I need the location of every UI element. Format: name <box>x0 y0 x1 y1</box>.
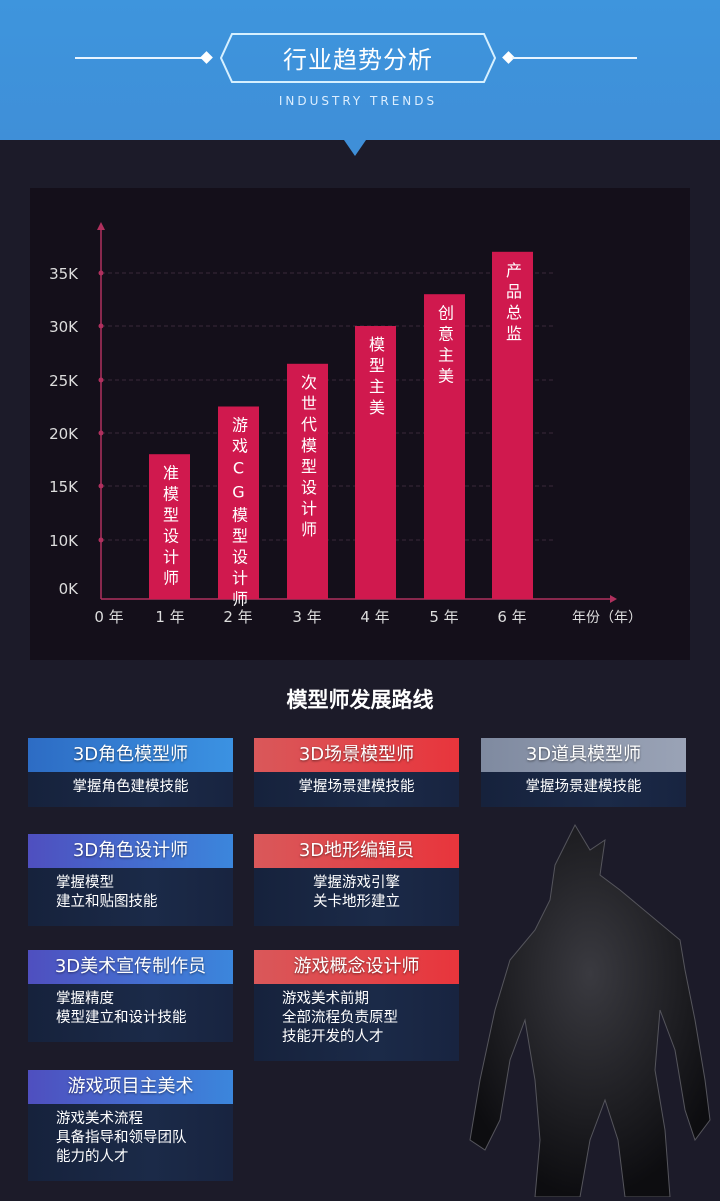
x-tick-label: 5 年 <box>429 608 458 626</box>
decor-line-right <box>512 57 637 59</box>
description-line: 建立和贴图技能 <box>56 894 158 910</box>
description-line: 游戏美术流程 <box>56 1111 143 1127</box>
career-card-title: 游戏概念设计师 <box>254 950 459 984</box>
career-card-description: 游戏美术流程具备指导和领导团队 能力的人才 <box>28 1104 233 1181</box>
career-card-description: 掌握角色建模技能 <box>28 772 233 807</box>
career-card: 3D场景模型师掌握场景建模技能 <box>254 738 459 807</box>
bar-label: 准模型设计师 <box>160 464 179 590</box>
decor-line-left <box>75 57 205 59</box>
description-line: 模型建立和设计技能 <box>56 1010 187 1026</box>
career-card-title: 3D美术宣传制作员 <box>28 950 233 984</box>
tick-dot <box>98 483 104 489</box>
tick-dot <box>98 270 104 276</box>
x-axis-label: 年份（年） <box>572 610 642 626</box>
career-card: 3D角色设计师掌握模型建立和贴图技能 <box>28 834 233 926</box>
tick-dot <box>98 323 104 329</box>
section-title: 模型师发展路线 <box>286 688 434 712</box>
bar-label: 创意主美 <box>435 304 454 388</box>
header-banner: 行业趋势分析 INDUSTRY TRENDS <box>0 0 720 140</box>
y-tick-label: 0K <box>59 580 80 598</box>
pointer-notch <box>344 140 366 156</box>
tick-dot <box>98 430 104 436</box>
bar-label: 产品总监 <box>503 262 522 346</box>
bar <box>149 454 190 599</box>
career-card-description: 掌握场景建模技能 <box>254 772 459 807</box>
y-tick-label: 30K <box>49 318 79 336</box>
title-frame <box>220 33 496 83</box>
description-line: 全部流程负责原型 <box>282 1010 398 1026</box>
y-axis-arrow-icon <box>97 222 105 230</box>
tick-dot <box>98 377 104 383</box>
bar <box>287 363 328 599</box>
bar-label: 次世代模型设计师 <box>298 374 317 542</box>
description-line: 技能开发的人才 <box>282 1029 384 1045</box>
career-card-description: 游戏美术前期全部流程负责原型 技能开发的人才 <box>254 984 459 1061</box>
bar <box>424 294 465 599</box>
chart-panel: 0K 10K 15K 20K 25K 30K 35K 0 年 1 年 2 年 3 年 4 年 5 年 6 … <box>30 188 690 660</box>
career-card: 3D美术宣传制作员掌握精度模型建立和设计技能 <box>28 950 233 1042</box>
bar <box>492 251 533 600</box>
bar-label: 游戏CG模型设计师 <box>229 417 248 612</box>
page-title: 行业趋势分析 <box>283 46 433 74</box>
description-line: 掌握游戏引擎 <box>313 875 400 891</box>
monster-figure-image <box>440 820 720 1198</box>
career-card: 3D角色模型师掌握角色建模技能 <box>28 738 233 807</box>
career-card: 游戏概念设计师游戏美术前期全部流程负责原型 技能开发的人才 <box>254 950 459 1061</box>
career-card-description: 掌握精度模型建立和设计技能 <box>28 984 233 1042</box>
bar-label: 模型主美 <box>366 336 385 420</box>
bar <box>355 326 396 599</box>
career-card-title: 3D角色设计师 <box>28 834 233 868</box>
career-card-description: 掌握模型建立和贴图技能 <box>28 868 233 926</box>
page-subtitle: INDUSTRY TRENDS <box>278 94 438 108</box>
description-line: 掌握模型 <box>56 875 114 891</box>
x-tick-label: 1 年 <box>155 608 184 626</box>
career-card-description: 掌握场景建模技能 <box>481 772 686 807</box>
description-line: 掌握角色建模技能 <box>72 779 189 795</box>
bar <box>218 406 259 599</box>
career-card-description: 掌握游戏引擎 关卡地形建立 <box>254 868 459 926</box>
career-card-title: 3D场景模型师 <box>254 738 459 772</box>
description-line: 能力的人才 <box>56 1149 129 1165</box>
career-card: 游戏项目主美术游戏美术流程具备指导和领导团队 能力的人才 <box>28 1070 233 1181</box>
career-card: 3D地形编辑员 掌握游戏引擎 关卡地形建立 <box>254 834 459 926</box>
y-tick-label: 10K <box>49 532 79 550</box>
y-tick-label: 35K <box>49 265 79 283</box>
tick-dot <box>98 537 104 543</box>
description-line: 关卡地形建立 <box>313 894 400 910</box>
career-card-title: 游戏项目主美术 <box>28 1070 233 1104</box>
diamond-icon <box>200 51 213 64</box>
description-line: 掌握精度 <box>56 991 114 1007</box>
description-line: 具备指导和领导团队 <box>56 1130 187 1146</box>
career-card-title: 3D地形编辑员 <box>254 834 459 868</box>
y-tick-label: 15K <box>49 478 79 496</box>
y-tick-label: 20K <box>49 425 79 443</box>
career-card-title: 3D角色模型师 <box>28 738 233 772</box>
x-tick-label: 4 年 <box>360 608 389 626</box>
description-line: 掌握场景建模技能 <box>525 779 642 795</box>
description-line: 掌握场景建模技能 <box>298 779 415 795</box>
career-card-title: 3D道具模型师 <box>481 738 686 772</box>
x-tick-label: 0 年 <box>94 608 123 626</box>
x-tick-label: 6 年 <box>497 608 526 626</box>
x-axis-arrow-icon <box>610 595 617 603</box>
career-card: 3D道具模型师掌握场景建模技能 <box>481 738 686 807</box>
y-tick-label: 25K <box>49 372 79 390</box>
x-tick-label: 2 年 <box>223 608 252 626</box>
description-line: 游戏美术前期 <box>282 991 369 1007</box>
x-tick-label: 3 年 <box>292 608 321 626</box>
bar-chart: 0K 10K 15K 20K 25K 30K 35K 0 年 1 年 2 年 3 年 4 年 5 年 6 … <box>49 222 642 626</box>
